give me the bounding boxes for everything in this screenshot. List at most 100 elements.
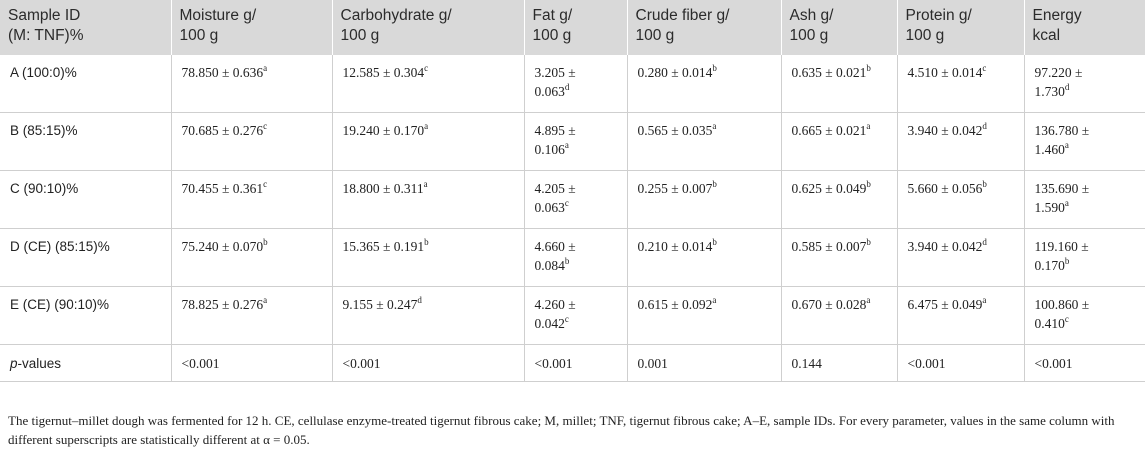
significance-superscript: c (424, 62, 429, 73)
crude-fiber-cell: 0.280 ± 0.014b (627, 55, 782, 113)
header-crude-fiber: Crude fiber g/ 100 g (627, 0, 782, 55)
moisture-cell: 75.240 ± 0.070b (171, 228, 333, 287)
header-fat: Fat g/ 100 g (524, 0, 628, 55)
significance-superscript: a (866, 294, 871, 305)
significance-superscript: c (564, 197, 569, 208)
fat-cell: 4.895 ±0.106a (524, 112, 628, 171)
moisture-cell: 70.455 ± 0.361c (171, 170, 333, 229)
table-row: B (85:15)% 70.685 ± 0.276c 19.240 ± 0.170a… (0, 112, 1145, 171)
significance-superscript: a (564, 139, 569, 150)
carbohydrate-cell: 12.585 ± 0.304c (332, 55, 525, 113)
moisture-cell: 78.850 ± 0.636a (171, 55, 333, 113)
moisture-cell: 70.685 ± 0.276c (171, 112, 333, 171)
significance-superscript: b (866, 178, 871, 189)
significance-superscript: b (712, 178, 717, 189)
p-value-ash: 0.144 (781, 344, 898, 382)
significance-superscript: b (866, 236, 871, 247)
carbohydrate-cell: 15.365 ± 0.191b (332, 228, 525, 287)
ash-cell: 0.670 ± 0.028a (781, 286, 898, 345)
energy-cell: 119.160 ±0.170b (1024, 228, 1145, 287)
sample-id-cell: A (100:0)% (0, 55, 172, 113)
p-rest: -values (17, 356, 62, 371)
table-row: A (100:0)% 78.850 ± 0.636a 12.585 ± 0.304c… (0, 55, 1145, 113)
crude-fiber-cell: 0.615 ± 0.092a (627, 286, 782, 345)
significance-superscript: a (1064, 139, 1069, 150)
carbohydrate-cell: 9.155 ± 0.247d (332, 286, 525, 345)
p-value-protein: <0.001 (897, 344, 1025, 382)
table-row: E (CE) (90:10)% 78.825 ± 0.276a 9.155 ± 0.… (0, 286, 1145, 345)
moisture-cell: 78.825 ± 0.276a (171, 286, 333, 345)
significance-superscript: d (982, 120, 987, 131)
significance-superscript: a (263, 294, 268, 305)
significance-superscript: d (1064, 81, 1070, 92)
ash-cell: 0.665 ± 0.021a (781, 112, 898, 171)
crude-fiber-cell: 0.255 ± 0.007b (627, 170, 782, 229)
significance-superscript: a (866, 120, 871, 131)
sample-id-cell: C (90:10)% (0, 170, 172, 229)
fat-cell: 4.260 ±0.042c (524, 286, 628, 345)
significance-superscript: b (424, 236, 429, 247)
significance-superscript: d (982, 236, 987, 247)
sample-id-cell: D (CE) (85:15)% (0, 228, 172, 287)
energy-cell: 135.690 ±1.590a (1024, 170, 1145, 229)
energy-cell: 100.860 ±0.410c (1024, 286, 1145, 345)
significance-superscript: c (263, 178, 268, 189)
significance-superscript: a (423, 178, 428, 189)
p-value-carbohydrate: <0.001 (332, 344, 525, 382)
carbohydrate-cell: 19.240 ± 0.170a (332, 112, 525, 171)
protein-cell: 6.475 ± 0.049a (897, 286, 1025, 345)
significance-superscript: b (263, 236, 268, 247)
ash-cell: 0.585 ± 0.007b (781, 228, 898, 287)
protein-cell: 5.660 ± 0.056b (897, 170, 1025, 229)
table-row: C (90:10)% 70.455 ± 0.361c 18.800 ± 0.311a… (0, 170, 1145, 229)
significance-superscript: b (712, 236, 717, 247)
energy-cell: 97.220 ±1.730d (1024, 55, 1145, 113)
fat-cell: 3.205 ±0.063d (524, 55, 628, 113)
header-ash: Ash g/ 100 g (781, 0, 898, 55)
table-row: D (CE) (85:15)% 75.240 ± 0.070b 15.365 ± 0… (0, 228, 1145, 287)
significance-superscript: b (564, 255, 570, 266)
carbohydrate-cell: 18.800 ± 0.311a (332, 170, 525, 229)
significance-superscript: a (1064, 197, 1069, 208)
sample-id-cell: E (CE) (90:10)% (0, 286, 172, 345)
p-values-label: p-values (0, 344, 172, 382)
energy-cell: 136.780 ±1.460a (1024, 112, 1145, 171)
nutrient-composition-table: Sample ID (M: TNF)% Moisture g/ 100 g Ca… (0, 0, 1145, 382)
significance-superscript: c (982, 62, 987, 73)
protein-cell: 3.940 ± 0.042d (897, 228, 1025, 287)
protein-cell: 3.940 ± 0.042d (897, 112, 1025, 171)
ash-cell: 0.625 ± 0.049b (781, 170, 898, 229)
significance-superscript: d (564, 81, 570, 92)
p-value-crude-fiber: 0.001 (627, 344, 782, 382)
p-value-moisture: <0.001 (171, 344, 333, 382)
significance-superscript: b (982, 178, 987, 189)
significance-superscript: b (1064, 255, 1070, 266)
p-value-energy: <0.001 (1024, 344, 1145, 382)
significance-superscript: a (263, 62, 268, 73)
significance-superscript: a (424, 120, 429, 131)
header-carbohydrate: Carbohydrate g/ 100 g (332, 0, 525, 55)
significance-superscript: c (263, 120, 268, 131)
ash-cell: 0.635 ± 0.021b (781, 55, 898, 113)
sample-id-cell: B (85:15)% (0, 112, 172, 171)
protein-cell: 4.510 ± 0.014c (897, 55, 1025, 113)
significance-superscript: a (982, 294, 987, 305)
significance-superscript: c (564, 313, 569, 324)
p-italic: p (10, 356, 18, 371)
p-value-fat: <0.001 (524, 344, 628, 382)
significance-superscript: b (866, 62, 871, 73)
significance-superscript: a (712, 294, 717, 305)
header-row: Sample ID (M: TNF)% Moisture g/ 100 g Ca… (0, 0, 1145, 55)
crude-fiber-cell: 0.565 ± 0.035a (627, 112, 782, 171)
significance-superscript: d (417, 294, 422, 305)
table-body: A (100:0)% 78.850 ± 0.636a 12.585 ± 0.304c… (0, 55, 1145, 382)
header-protein: Protein g/ 100 g (897, 0, 1025, 55)
fat-cell: 4.660 ±0.084b (524, 228, 628, 287)
significance-superscript: b (712, 62, 717, 73)
significance-superscript: a (712, 120, 717, 131)
header-sample-id: Sample ID (M: TNF)% (0, 0, 172, 55)
header-moisture: Moisture g/ 100 g (171, 0, 333, 55)
header-energy: Energy kcal (1024, 0, 1145, 55)
table-footnote: The tigernut–millet dough was fermented … (8, 413, 1115, 447)
p-values-row: p-values <0.001 <0.001 <0.001 0.001 0.14… (0, 344, 1145, 382)
